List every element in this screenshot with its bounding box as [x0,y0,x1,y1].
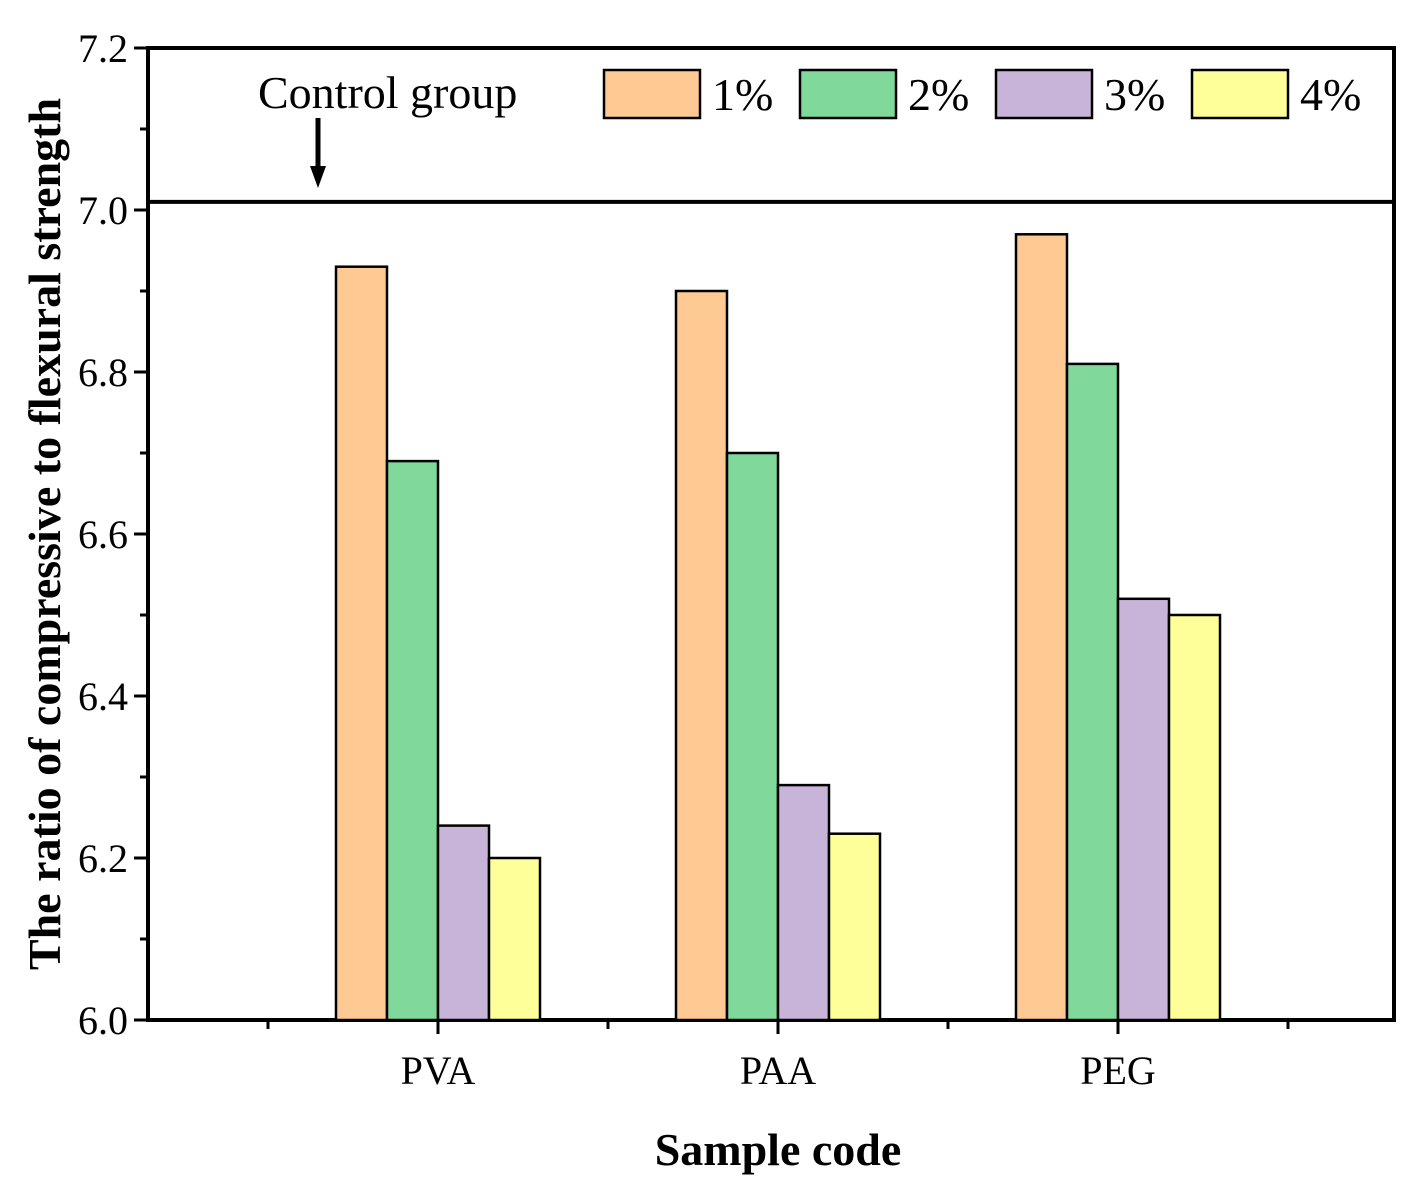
bar-peg-4pct [1167,613,1222,1022]
bar-peg-3pct [1116,597,1171,1022]
x-axis-title: Sample code [655,1124,902,1175]
y-axis-title: The ratio of compressive to flexural str… [19,98,70,970]
bar-pva-2pct [385,459,440,1022]
legend-swatch [994,68,1094,120]
bar-paa-2pct [725,451,780,1022]
x-tick-label: PEG [1080,1048,1156,1093]
bar-peg-2pct [1065,362,1120,1022]
x-tick-label: PAA [740,1048,816,1093]
legend-swatch [798,68,898,120]
bar-peg-1pct [1014,233,1069,1022]
bars-group [334,233,1222,1022]
legend-swatch [1190,68,1290,120]
x-axis: PVA PAA PEG [266,1020,1290,1093]
y-tick-label: 6.2 [78,836,128,881]
y-tick-label: 6.0 [78,998,128,1043]
legend-label: 1% [712,69,773,120]
legend-label: 4% [1300,69,1361,120]
y-axis: 6.0 6.2 6.4 6.6 6.8 7.0 7.2 [78,26,148,1043]
x-tick-label: PVA [401,1048,476,1093]
legend: 1% 2% 3% 4% [602,68,1361,120]
y-tick-label: 7.0 [78,188,128,233]
bar-pva-3pct [436,824,491,1022]
legend-label: 3% [1104,69,1165,120]
legend-swatch [602,68,702,120]
y-tick-label: 6.6 [78,512,128,557]
control-group-label: Control group [258,67,517,118]
bar-paa-3pct [776,783,831,1022]
bar-paa-4pct [827,832,882,1022]
y-tick-label: 7.2 [78,26,128,71]
y-tick-label: 6.4 [78,674,128,719]
legend-label: 2% [908,69,969,120]
bar-pva-1pct [334,265,389,1022]
bar-paa-1pct [674,289,729,1022]
control-group-arrow-icon [310,118,326,188]
bar-pva-4pct [487,856,542,1022]
y-tick-label: 6.8 [78,350,128,395]
